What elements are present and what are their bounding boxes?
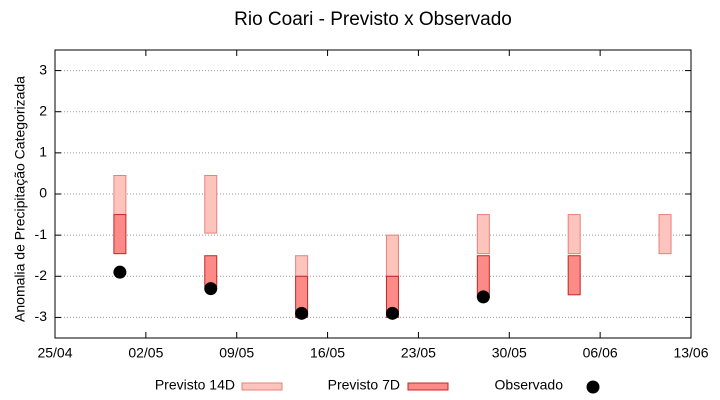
y-tick-label: 3: [39, 61, 47, 77]
range-box: [113, 174, 127, 218]
y-tick-label: 2: [39, 102, 47, 118]
legend-label: Observado: [495, 377, 564, 393]
x-tick-label: 02/05: [128, 345, 163, 361]
y-axis-label: Anomalia de Precipitação Categorizada: [12, 76, 28, 322]
range-box: [567, 255, 581, 296]
y-tick-label: 1: [39, 144, 47, 160]
y-tick-label: -1: [35, 226, 48, 242]
y-tick-label: 0: [39, 185, 47, 201]
legend-label: Previsto 14D: [155, 377, 235, 393]
range-box: [476, 214, 490, 255]
x-tick-label: 06/06: [583, 345, 618, 361]
legend-label: Previsto 7D: [328, 377, 400, 393]
observed-point: [295, 306, 309, 320]
y-tick-label: -2: [35, 267, 48, 283]
observed-point: [113, 265, 127, 279]
legend-swatch: [241, 382, 283, 391]
chart-title: Rio Coari - Previsto x Observado: [234, 9, 512, 30]
y-tick-label: -3: [35, 308, 48, 324]
x-tick-label: 23/05: [401, 345, 436, 361]
range-box: [204, 255, 218, 288]
observed-point: [204, 282, 218, 296]
observed-point: [385, 306, 399, 320]
observed-point: [476, 290, 490, 304]
range-box: [204, 174, 218, 234]
x-tick-label: 09/05: [219, 345, 254, 361]
legend-swatch: [407, 382, 449, 391]
x-tick-label: 13/06: [673, 345, 708, 361]
range-box: [295, 255, 309, 277]
range-box: [385, 234, 399, 277]
x-tick-label: 16/05: [310, 345, 345, 361]
x-tick-label: 30/05: [492, 345, 527, 361]
range-box: [658, 214, 672, 255]
legend-marker: [586, 380, 600, 394]
range-box: [567, 214, 581, 255]
x-tick-label: 25/04: [37, 345, 72, 361]
range-box: [113, 214, 127, 255]
